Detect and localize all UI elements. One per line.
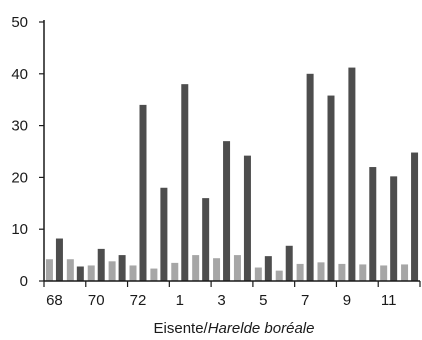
y-tick-label: 20 <box>11 169 28 186</box>
x-tick-label: 70 <box>88 292 105 309</box>
x-axis: 68 70 72 1 3 5 7 9 11 <box>43 280 421 309</box>
bar-series1-3 <box>213 258 221 281</box>
bar-series1-70 <box>87 265 95 281</box>
bar-series1-4 <box>233 255 241 281</box>
bar-series1-6 <box>275 270 283 281</box>
bar-series2-72 <box>139 104 147 281</box>
bar-series2-6 <box>285 245 293 281</box>
x-tick-label: 68 <box>46 292 63 309</box>
bar-series2-5 <box>264 256 272 281</box>
bar-series2-10 <box>369 167 377 281</box>
bar-series2-8 <box>327 95 335 281</box>
bar-series2-68 <box>55 238 63 281</box>
bar-series2-4 <box>243 155 251 281</box>
x-tick-label: 3 <box>217 292 225 309</box>
y-axis: 0 10 20 30 40 50 <box>11 14 45 290</box>
bar-series2-71 <box>118 255 126 281</box>
y-tick-label: 0 <box>20 273 28 290</box>
bar-series2-3 <box>223 141 231 281</box>
bar-series1-68 <box>45 259 53 281</box>
bar-series2-1 <box>181 84 189 281</box>
bars-group <box>45 67 419 281</box>
bar-series1-10 <box>359 264 367 281</box>
bar-series1-5 <box>254 267 262 281</box>
bar-series1-7 <box>296 263 304 281</box>
bar-series1-72 <box>129 265 137 281</box>
x-tick-label: 7 <box>301 292 309 309</box>
bar-series2-69 <box>76 266 84 281</box>
bar-series1-11 <box>380 265 388 281</box>
bar-series2-0 <box>160 187 168 281</box>
bar-series1-0 <box>150 268 158 281</box>
y-tick-label: 10 <box>11 221 28 238</box>
bar-series1-8 <box>317 262 325 281</box>
bar-series1-2 <box>192 255 200 281</box>
bar-series2-11 <box>390 176 398 281</box>
y-tick-label: 30 <box>11 118 28 135</box>
x-tick-label: 1 <box>176 292 184 309</box>
x-axis-title: Eisente/Harelde boréale <box>154 320 315 337</box>
y-tick-label: 50 <box>11 14 28 31</box>
bar-series2-9 <box>348 67 356 281</box>
x-tick-label: 11 <box>381 292 397 309</box>
bar-series1-69 <box>66 259 74 281</box>
bar-series1-12 <box>401 264 409 281</box>
bar-series1-71 <box>108 261 116 281</box>
x-tick-label: 5 <box>259 292 267 309</box>
bar-series2-70 <box>97 248 105 281</box>
x-tick-label: 9 <box>343 292 351 309</box>
bar-series2-2 <box>202 198 210 281</box>
bar-series2-7 <box>306 73 314 281</box>
bar-series2-12 <box>411 152 419 281</box>
y-tick-label: 40 <box>11 66 28 83</box>
bar-series1-9 <box>338 263 346 281</box>
bar-series1-1 <box>171 262 179 281</box>
x-tick-label: 72 <box>130 292 147 309</box>
